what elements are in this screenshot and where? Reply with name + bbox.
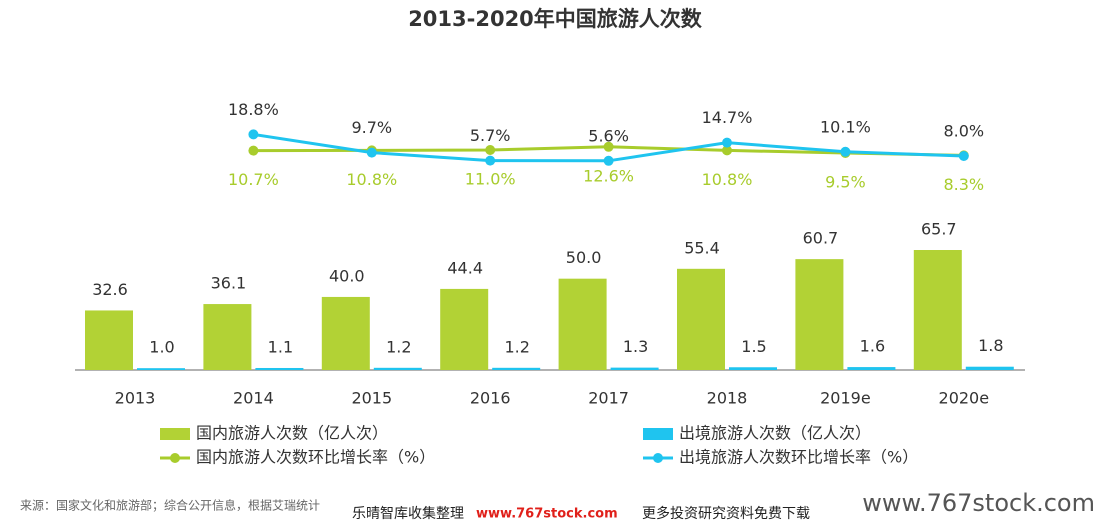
- bar-label: 50.0: [566, 248, 602, 267]
- x-tick-label: 2020e: [939, 389, 990, 408]
- bar-label: 40.0: [329, 266, 365, 285]
- legend-marker: [170, 453, 180, 463]
- line-label: 8.3%: [943, 175, 984, 194]
- line-label: 5.7%: [470, 126, 511, 145]
- bar: [795, 259, 844, 370]
- line-marker: [840, 146, 851, 157]
- legend-label: 国内旅游人次数（亿人次）: [196, 424, 388, 443]
- bar-label: 1.2: [386, 337, 411, 356]
- line-marker: [485, 155, 496, 166]
- legend-label: 出境旅游人次数（亿人次）: [679, 424, 871, 443]
- line-marker: [722, 137, 732, 148]
- line-label: 10.8%: [346, 170, 397, 189]
- bar: [203, 304, 252, 370]
- legend-swatch: [160, 428, 190, 440]
- x-tick-label: 2015: [351, 389, 392, 408]
- bar-label: 1.1: [268, 337, 293, 356]
- line-marker: [485, 145, 496, 155]
- bar-label: 1.5: [741, 337, 766, 356]
- bar-label: 55.4: [684, 238, 720, 257]
- line-label: 9.5%: [825, 173, 866, 192]
- legend-swatch: [643, 428, 673, 440]
- site: www.767stock.com: [862, 489, 1095, 517]
- line-label: 10.1%: [820, 117, 871, 136]
- line-marker: [366, 147, 377, 158]
- line-marker: [248, 129, 259, 140]
- bar: [373, 367, 422, 370]
- bar-label: 36.1: [211, 274, 247, 293]
- line-label: 14.7%: [702, 108, 753, 127]
- line-marker: [722, 145, 732, 156]
- x-tick-label: 2018: [707, 389, 748, 408]
- bar-label: 44.4: [447, 258, 483, 277]
- bar-label: 60.7: [803, 229, 839, 248]
- watermark-note: 更多投资研究资料免费下载: [642, 505, 810, 522]
- bar: [137, 368, 185, 370]
- line-marker: [603, 141, 614, 152]
- x-tick-label: 2016: [470, 389, 511, 408]
- line-marker: [248, 145, 259, 156]
- bar: [677, 268, 725, 370]
- bar-label: 32.6: [92, 280, 128, 299]
- bar-label: 1.8: [978, 336, 1003, 355]
- bar-label: 1.3: [623, 337, 648, 356]
- watermark-url: www.767stock.com: [476, 507, 618, 522]
- legend-label: 国内旅游人次数环比增长率（%）: [196, 448, 435, 467]
- line-marker: [603, 155, 614, 166]
- line-label: 8.0%: [943, 122, 984, 141]
- bar: [847, 367, 896, 370]
- bar-label: 1.0: [149, 338, 174, 357]
- bar: [255, 367, 304, 370]
- line-label: 18.8%: [228, 100, 279, 119]
- legend-marker: [653, 453, 663, 463]
- bar: [965, 366, 1014, 370]
- line-label: 5.6%: [588, 126, 629, 145]
- x-tick-label: 2017: [588, 389, 629, 408]
- line-label: 12.6%: [583, 166, 634, 185]
- line-label: 11.0%: [465, 170, 516, 189]
- x-tick-label: 2013: [115, 389, 156, 408]
- line-label: 10.8%: [702, 170, 753, 189]
- bar: [492, 367, 541, 370]
- legend-label: 出境旅游人次数环比增长率（%）: [679, 448, 918, 467]
- x-tick-label: 2014: [233, 389, 274, 408]
- bar: [558, 278, 607, 370]
- bar-label: 1.6: [860, 337, 885, 356]
- bar: [610, 367, 659, 370]
- chart-title: 2013-2020年中国旅游人次数: [408, 7, 703, 31]
- line-label: 10.7%: [228, 170, 279, 189]
- bar: [440, 288, 489, 370]
- bar: [321, 296, 370, 370]
- x-tick-label: 2019e: [820, 389, 871, 408]
- line-label: 9.7%: [351, 118, 392, 137]
- bar-label: 1.2: [504, 337, 529, 356]
- watermark-bg: [348, 500, 818, 526]
- bar: [913, 250, 962, 370]
- bar: [729, 367, 777, 370]
- bar-label: 65.7: [921, 220, 957, 239]
- line-marker: [958, 151, 969, 161]
- source: 来源：国家文化和旅游部；综合公开信息，根据艾瑞统计: [20, 498, 320, 513]
- watermark: 乐晴智库收集整理: [352, 505, 464, 522]
- bar: [85, 310, 133, 370]
